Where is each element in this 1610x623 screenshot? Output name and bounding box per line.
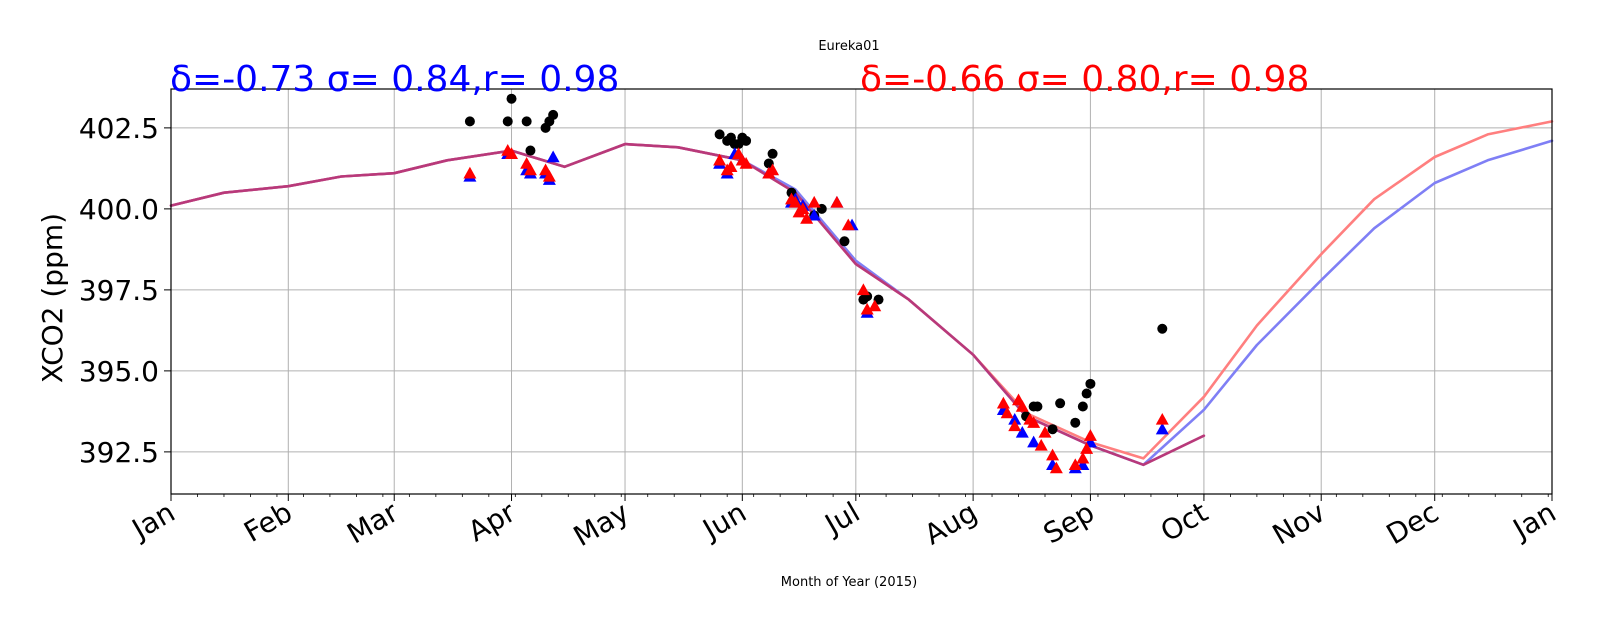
data-point-circle xyxy=(1070,417,1081,428)
data-point-triangle xyxy=(1034,438,1048,451)
data-point-triangle xyxy=(800,212,814,224)
data-point-triangle xyxy=(868,299,882,312)
data-point-triangle xyxy=(1015,425,1029,438)
data-point-circle xyxy=(1047,424,1058,435)
data-point-circle xyxy=(1085,378,1096,389)
y-axis-label: XCO2 (ppm) xyxy=(36,213,69,383)
data-point-triangle xyxy=(1155,422,1169,435)
chart-title: Eureka01 xyxy=(818,39,879,54)
data-point-circle xyxy=(525,145,536,156)
data-point-triangle xyxy=(996,396,1010,409)
data-point-triangle xyxy=(1049,461,1063,474)
data-point-triangle xyxy=(766,163,780,176)
data-point-triangle xyxy=(1027,435,1041,448)
data-point-triangle xyxy=(542,169,556,182)
data-point-triangle xyxy=(1046,448,1060,461)
data-point-triangle xyxy=(1080,442,1094,454)
data-point-triangle xyxy=(788,195,802,208)
stats-annotation-red: δ=-0.66 σ= 0.80,r= 0.98 xyxy=(860,59,1309,100)
series-markers xyxy=(463,93,1169,474)
data-point-triangle xyxy=(1000,406,1014,419)
data-point-circle xyxy=(741,135,752,146)
data-point-triangle xyxy=(1083,429,1097,441)
data-point-circle xyxy=(1077,401,1088,412)
data-point-circle xyxy=(839,236,850,247)
y-axis-ticks: 392.5 395.0 397.5 400.0 402.5 xyxy=(79,112,171,469)
data-point-triangle xyxy=(841,218,855,231)
y-tick-label: 395.0 xyxy=(79,355,159,388)
data-point-circle xyxy=(714,129,725,140)
data-point-triangle xyxy=(1155,412,1169,425)
data-point-triangle xyxy=(1038,425,1052,438)
stats-annotation-blue: δ=-0.73 σ= 0.84,r= 0.98 xyxy=(170,59,619,100)
data-point-circle xyxy=(1157,323,1168,334)
data-point-triangle xyxy=(1076,451,1090,464)
y-tick-label: 397.5 xyxy=(79,274,159,307)
data-point-triangle xyxy=(1015,400,1029,412)
data-point-circle xyxy=(521,116,532,127)
data-point-triangle xyxy=(807,208,821,221)
data-point-triangle xyxy=(1068,458,1082,471)
plot-frame xyxy=(170,88,1553,495)
data-point-triangle xyxy=(860,302,874,315)
x-axis-label: Month of Year (2015) xyxy=(781,575,917,590)
data-point-triangle xyxy=(1008,419,1022,432)
data-point-triangle xyxy=(505,147,519,159)
data-point-triangle xyxy=(1008,412,1022,425)
data-point-triangle xyxy=(463,166,477,179)
data-point-triangle xyxy=(713,153,727,166)
data-point-triangle xyxy=(807,195,821,208)
data-point-triangle xyxy=(724,160,738,172)
data-point-triangle xyxy=(1027,416,1041,428)
data-point-triangle xyxy=(739,157,753,169)
data-point-triangle xyxy=(856,283,870,296)
data-point-triangle xyxy=(830,195,844,208)
data-point-circle xyxy=(1081,388,1092,399)
data-point-circle xyxy=(548,109,559,120)
data-point-triangle xyxy=(546,150,560,163)
data-point-circle xyxy=(502,116,513,127)
data-point-triangle xyxy=(796,202,810,215)
y-tick-label: 402.5 xyxy=(79,112,159,145)
data-point-circle xyxy=(1032,401,1043,412)
data-point-circle xyxy=(506,93,517,104)
data-point-circle xyxy=(464,116,475,127)
y-tick-label: 400.0 xyxy=(79,193,159,226)
y-tick-label: 392.5 xyxy=(79,436,159,469)
data-point-circle xyxy=(767,148,778,159)
data-point-triangle xyxy=(523,163,537,176)
data-point-circle xyxy=(1055,398,1066,409)
